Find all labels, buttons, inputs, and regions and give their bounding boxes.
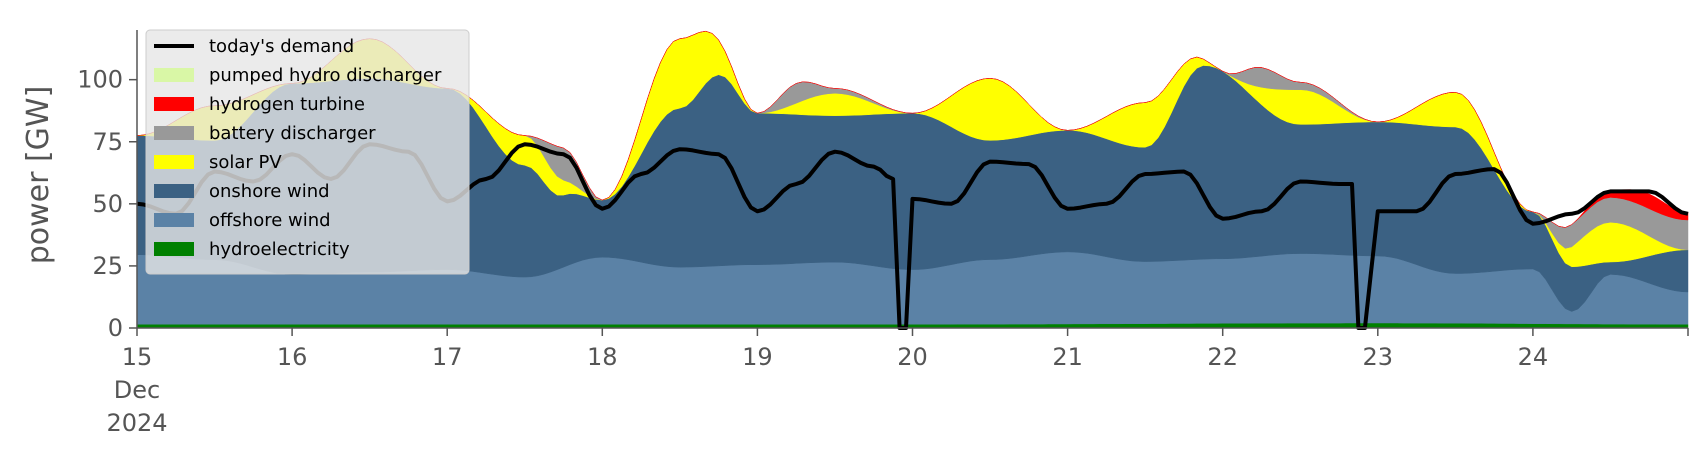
x-tick-label: 19 xyxy=(742,343,773,371)
area-hydrogen-turbine xyxy=(136,30,1689,228)
legend-swatch xyxy=(154,68,194,82)
x-tick-label: 18 xyxy=(587,343,618,371)
stacked-area-layer xyxy=(136,30,1689,329)
legend-swatch xyxy=(154,126,194,140)
legend-swatch xyxy=(154,213,194,227)
y-axis-title: power [GW] xyxy=(21,86,56,265)
legend-swatch xyxy=(154,242,194,256)
x-tick-label: 24 xyxy=(1518,343,1549,371)
y-axis-ticks: 0 25 50 75 100 xyxy=(77,66,137,342)
legend-label: pumped hydro discharger xyxy=(209,65,442,86)
legend-box xyxy=(145,29,470,275)
legend-swatch xyxy=(154,97,194,111)
legend-label: hydrogen turbine xyxy=(209,94,365,115)
y-tick-label: 75 xyxy=(92,128,123,156)
x-tick-label: 21 xyxy=(1052,343,1083,371)
x-tick-label: 20 xyxy=(897,343,928,371)
x-tick-label: 22 xyxy=(1207,343,1238,371)
legend-label: onshore wind xyxy=(209,181,330,202)
legend: today's demand pumped hydro discharger hyd… xyxy=(145,29,470,275)
legend-label: today's demand xyxy=(209,36,354,57)
x-tick-label: 2024 xyxy=(106,409,167,437)
legend-label: offshore wind xyxy=(209,210,331,231)
legend-swatch xyxy=(154,184,194,198)
x-tick-label: 15 xyxy=(122,343,153,371)
legend-label: hydroelectricity xyxy=(209,239,350,260)
x-tick-label: 17 xyxy=(432,343,463,371)
x-tick-label: 23 xyxy=(1363,343,1394,371)
legend-label: solar PV xyxy=(209,152,282,173)
x-axis-ticks: 15 Dec 2024 16 17 18 19 20 21 22 23 24 xyxy=(106,328,1689,437)
x-tick-label: Dec xyxy=(114,376,160,404)
y-tick-label: 50 xyxy=(92,190,123,218)
y-tick-label: 0 xyxy=(108,314,123,342)
legend-swatch xyxy=(154,155,194,169)
legend-label: battery discharger xyxy=(209,123,376,144)
y-tick-label: 25 xyxy=(92,252,123,280)
x-tick-label: 16 xyxy=(277,343,308,371)
y-tick-label: 100 xyxy=(77,66,123,94)
